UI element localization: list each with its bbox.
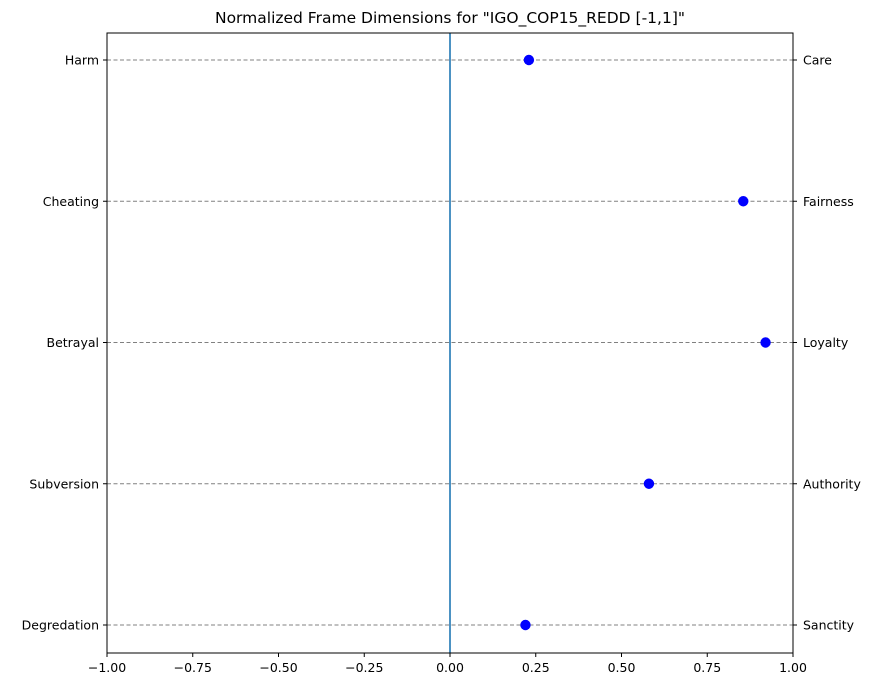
data-point	[520, 619, 531, 631]
left-tick-label: Degredation	[22, 618, 99, 633]
x-tick-label: 0.00	[436, 660, 464, 675]
right-tick-label: Sanctity	[803, 618, 855, 633]
x-tick-label: −0.75	[174, 660, 212, 675]
x-tick-label: 1.00	[779, 660, 807, 675]
chart-title: Normalized Frame Dimensions for "IGO_COP…	[215, 9, 685, 28]
left-tick-label: Cheating	[43, 194, 99, 209]
data-point	[738, 196, 749, 207]
left-tick-label: Subversion	[29, 476, 99, 491]
grid-lines	[107, 59, 793, 626]
left-tick-label: Betrayal	[47, 335, 100, 350]
x-tick-label: 0.75	[693, 660, 721, 675]
x-tick-label: 0.25	[522, 660, 550, 675]
x-tick-label: −0.25	[345, 660, 383, 675]
left-axis-ticks: Harm Cheating Betrayal Subversion Degredatio…	[22, 53, 107, 633]
right-tick-label: Fairness	[803, 194, 854, 209]
right-tick-label: Care	[803, 53, 832, 68]
x-tick-label: −0.50	[259, 660, 297, 675]
right-axis-ticks: Care Fairness Loyalty Authority Sanctity	[793, 53, 861, 633]
data-point	[643, 478, 655, 489]
x-tick-label: −1.00	[88, 660, 126, 675]
x-axis-ticks: −1.00 −0.75 −0.50 −0.25 0.00 0.25 0.50 0.75 1.00	[88, 653, 807, 675]
x-tick-label: 0.50	[608, 660, 636, 675]
right-tick-label: Loyalty	[803, 335, 849, 350]
data-point	[523, 54, 535, 66]
data-points	[520, 54, 771, 631]
left-tick-label: Harm	[65, 53, 99, 68]
data-point	[760, 337, 771, 348]
right-tick-label: Authority	[803, 476, 861, 491]
